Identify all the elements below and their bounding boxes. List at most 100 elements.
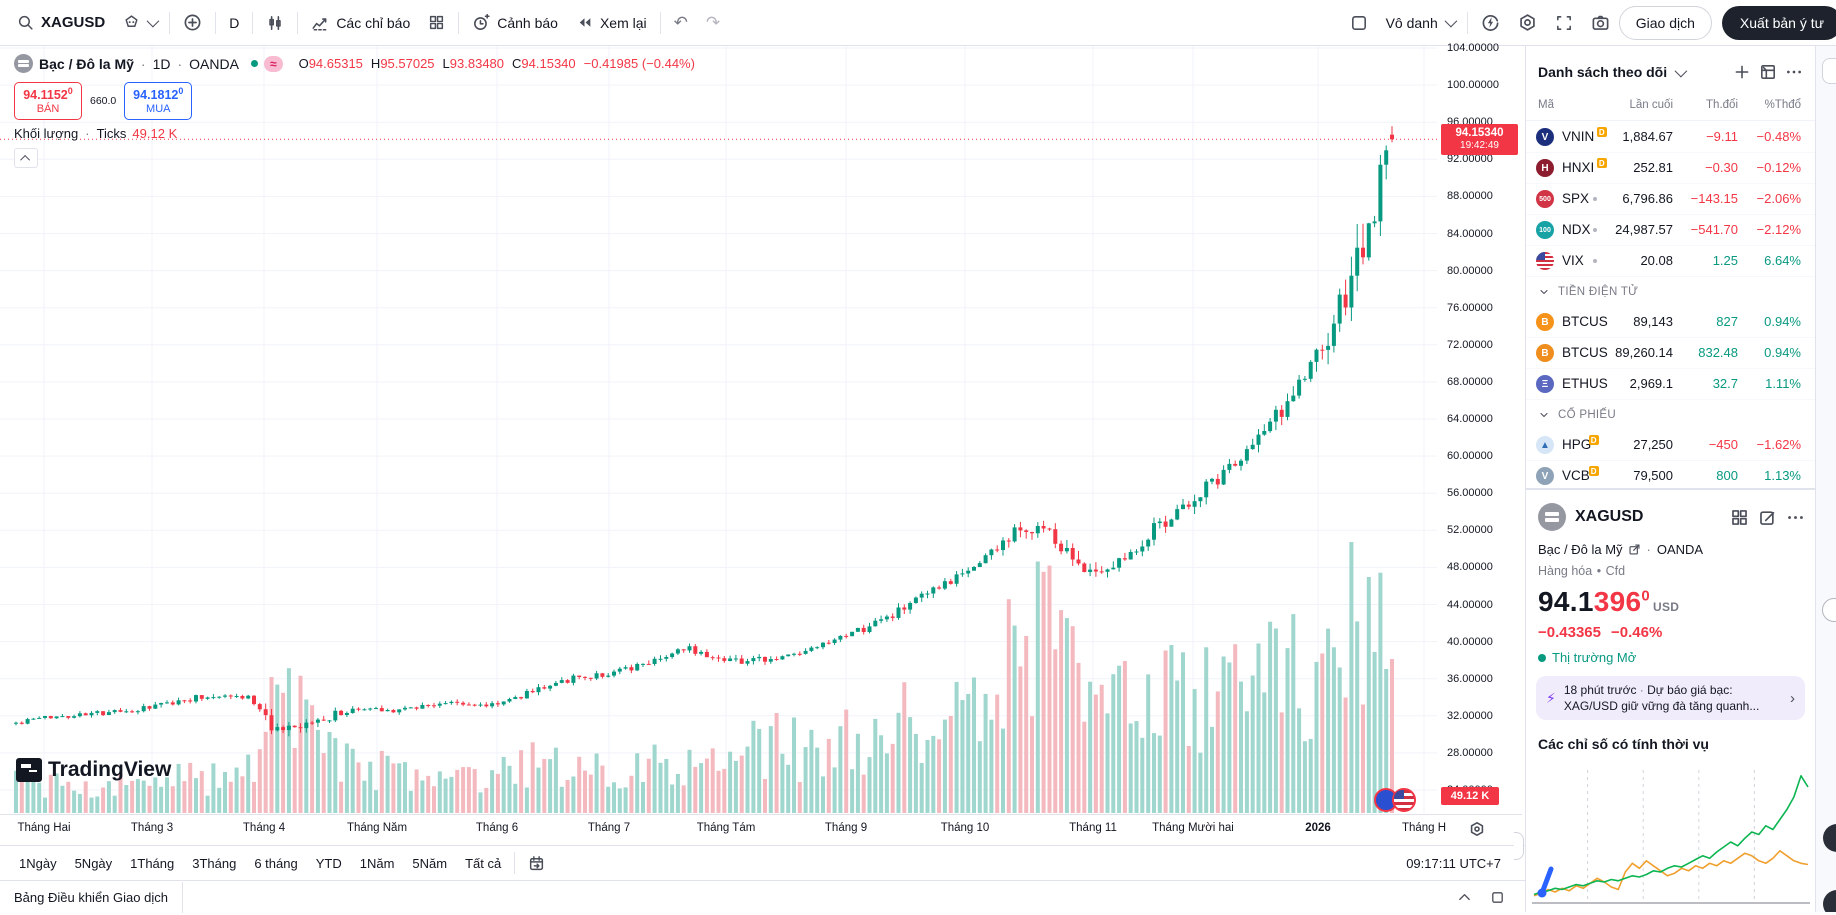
price-tick: 100.00000	[1447, 79, 1499, 92]
undo-button[interactable]: ↶	[673, 12, 688, 32]
watchlist-row-ethus[interactable]: Ξ ETHUS 2,969.1 32.7 1.11%	[1526, 369, 1815, 400]
symbol-interval[interactable]: 1D	[152, 55, 171, 72]
watchlist-row-spx[interactable]: 500 SPX 6,796.86 −143.15 −2.06%	[1526, 184, 1815, 215]
price-tick: 104.00000	[1447, 42, 1499, 54]
news-chip[interactable]: ⚡ 18 phút trước · Dự báo giá bạc: XAG/US…	[1536, 676, 1805, 720]
watchlist-row-vnin[interactable]: V VNIN D 1,884.67 −9.11 −0.48%	[1526, 122, 1815, 153]
volume-study-legend[interactable]: Khối lượng · Ticks 49.12 K	[14, 126, 178, 141]
panel-expand-icon[interactable]	[1457, 890, 1472, 905]
trading-panel-tab[interactable]: Bảng Điều khiển Giao dịch	[0, 881, 183, 913]
panel-maximize-icon[interactable]	[1490, 890, 1505, 905]
time-axis-label: Tháng 11	[1069, 822, 1117, 834]
indicators-label: Các chỉ báo	[336, 14, 411, 31]
range-button-3tháng[interactable]: 3Tháng	[192, 855, 237, 871]
buy-sell-widget: 94.11520 BÁN 660.0 94.18120 MUA	[14, 82, 193, 120]
legend-collapse-button[interactable]	[14, 148, 38, 168]
chevron-down-icon[interactable]	[1674, 64, 1688, 77]
symbol-search-button[interactable]: XAGUSD	[8, 6, 114, 40]
ohlc-change: −0.41985 (−0.44%)	[583, 56, 695, 71]
interval-button[interactable]: D	[229, 14, 240, 31]
layout-button[interactable]	[1341, 6, 1377, 40]
watchlist-title[interactable]: Danh sách theo dõi	[1538, 64, 1668, 80]
toolbar-divider	[458, 11, 460, 34]
bitcoin-alt-icon: B	[1536, 344, 1554, 362]
cut-dark-button[interactable]	[1823, 824, 1836, 852]
chevron-down-icon	[146, 14, 160, 28]
range-button-1ngày[interactable]: 1Ngày	[19, 855, 57, 871]
market-open-dot-icon	[250, 60, 258, 67]
price-tick: 76.00000	[1447, 301, 1493, 314]
range-button-tất-cả[interactable]: Tất cả	[465, 855, 502, 871]
watchlist-row-btcus[interactable]: B BTCUS 89,143 827 0.94%	[1526, 307, 1815, 338]
alert-button[interactable]: Cảnh báo	[463, 6, 567, 40]
chevron-down-icon	[1540, 412, 1548, 418]
sell-button[interactable]: 94.11520 BÁN	[14, 82, 82, 120]
detail-grid-icon[interactable]	[1730, 508, 1749, 527]
watchlist-grid-view-icon[interactable]	[1759, 63, 1777, 81]
search-icon	[17, 14, 34, 31]
publish-idea-button[interactable]: Xuất bản ý tư	[1721, 5, 1836, 40]
compare-add-button[interactable]	[174, 6, 211, 40]
main-candlestick-chart[interactable]	[0, 46, 1437, 814]
cut-dark-button[interactable]	[1823, 890, 1836, 912]
detail-more-icon[interactable]	[1786, 508, 1805, 527]
watchlist-section[interactable]: TIỀN ĐIỆN TỬ	[1526, 277, 1815, 307]
indicators-button[interactable]: Các chỉ báo	[302, 6, 419, 40]
settings-button[interactable]	[1509, 6, 1546, 40]
watchlist-row-hpg[interactable]: ▲ HPG D 27,250 −450 −1.62%	[1526, 430, 1815, 461]
range-button-1tháng[interactable]: 1Tháng	[130, 855, 175, 871]
news-title: Dự báo giá bạc:	[1647, 682, 1733, 697]
symbol-name[interactable]: Bạc / Đô la Mỹ	[39, 55, 134, 72]
quick-search-button[interactable]	[1472, 6, 1509, 40]
watchlist-row-ndx[interactable]: 100 NDX 24,987.57 −541.70 −2.12%	[1526, 215, 1815, 246]
redo-button[interactable]: ↷	[705, 12, 721, 32]
detail-name[interactable]: Bạc / Đô la Mỹ	[1538, 542, 1623, 557]
symbol-features-button[interactable]	[114, 6, 165, 40]
add-symbol-icon[interactable]	[1733, 63, 1751, 81]
range-button-5ngày[interactable]: 5Ngày	[74, 855, 113, 871]
detail-symbol[interactable]: XAGUSD	[1575, 508, 1644, 525]
clock-timezone[interactable]: 09:17:11 UTC+7	[1406, 855, 1501, 871]
buy-button[interactable]: 94.18120 MUA	[124, 82, 193, 120]
panel-collapse-handle[interactable]	[1514, 832, 1524, 860]
watchlist-row-vcb[interactable]: V VCB D 79,500 800 1.13%	[1526, 461, 1815, 485]
watchlist-more-icon[interactable]	[1785, 63, 1803, 81]
chart-style-button[interactable]	[257, 6, 293, 40]
watchlist-section[interactable]: CỔ PHIẾU	[1526, 400, 1815, 430]
watchlist-row-vix[interactable]: VIX 20.08 1.25 6.64%	[1526, 246, 1815, 277]
detail-exchange[interactable]: OANDA	[1656, 542, 1704, 557]
cut-button[interactable]	[1822, 58, 1836, 84]
range-button-5năm[interactable]: 5Năm	[412, 855, 448, 871]
time-axis-settings-icon[interactable]	[1468, 820, 1486, 838]
trade-button[interactable]: Giao dịch	[1618, 5, 1712, 40]
hpg-icon: ▲	[1536, 436, 1554, 454]
layout-name-button[interactable]: Vô danh	[1377, 6, 1463, 40]
range-button-1năm[interactable]: 1Năm	[359, 855, 395, 871]
news-title2: XAG/USD giữ vững đà tăng quanh...	[1563, 699, 1760, 713]
cut-circle-button[interactable]	[1822, 598, 1836, 622]
watchlist-row-btcus[interactable]: B BTCUS 89,260.14 832.48 0.94%	[1526, 338, 1815, 369]
chart-legend[interactable]: Bạc / Đô la Mỹ · 1D · OANDA ≈ O94.65315 H…	[14, 54, 695, 73]
time-axis-label: Tháng 6	[475, 822, 519, 834]
go-to-date-button[interactable]	[519, 846, 554, 880]
candlestick-icon	[266, 14, 284, 32]
indicator-templates-button[interactable]	[419, 6, 454, 40]
symbol-exchange[interactable]: OANDA	[189, 55, 239, 72]
watchlist-column-headers[interactable]: Mã Lần cuối Th.đổi %Thđổ	[1526, 94, 1815, 121]
ethereum-icon: Ξ	[1536, 375, 1554, 393]
us-event-flag-icon[interactable]	[1392, 788, 1416, 812]
seasonal-mini-chart[interactable]	[1532, 762, 1810, 910]
range-button-6-tháng[interactable]: 6 tháng	[254, 855, 298, 871]
lightning-icon: ⚡	[1546, 689, 1556, 706]
detail-edit-icon[interactable]	[1758, 508, 1777, 527]
watchlist-rows: V VNIN D 1,884.67 −9.11 −0.48% H HNXI D 252.81 −0.…	[1526, 122, 1815, 485]
time-axis-label: Tháng Mười hai	[1152, 822, 1234, 834]
toolbar-divider	[252, 11, 254, 34]
external-link-icon[interactable]	[1628, 543, 1641, 556]
fullscreen-button[interactable]	[1546, 6, 1582, 40]
range-button-ytd[interactable]: YTD	[315, 855, 342, 871]
replay-button[interactable]: Xem lại	[567, 6, 656, 40]
watchlist-row-hnxi[interactable]: H HNXI D 252.81 −0.30 −0.12%	[1526, 153, 1815, 184]
time-axis-label: Tháng 3	[130, 822, 174, 834]
snapshot-button[interactable]	[1582, 6, 1619, 40]
